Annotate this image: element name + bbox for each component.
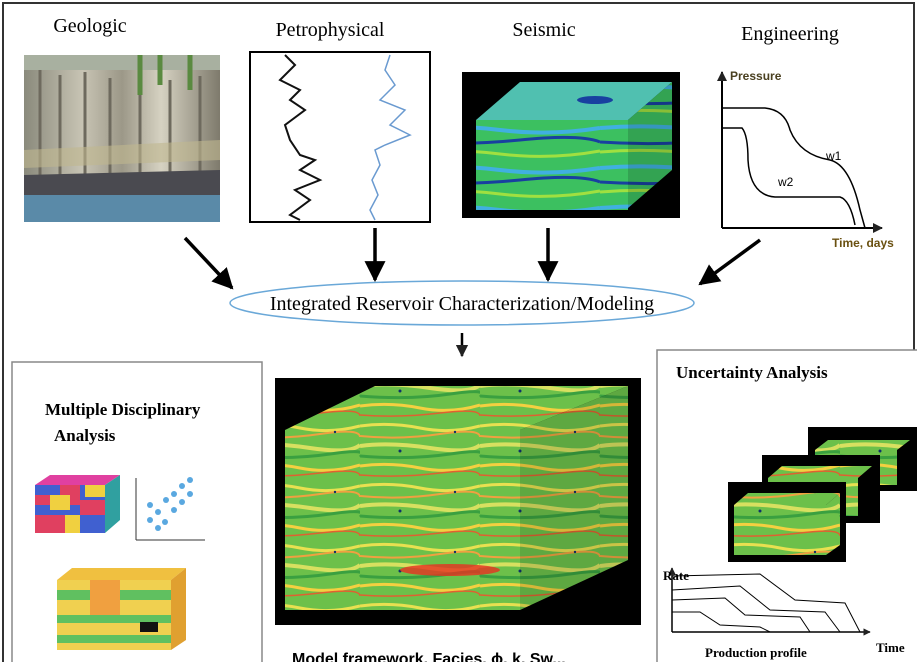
axis-label: Time <box>876 640 905 655</box>
production-plot <box>668 567 871 636</box>
model-cube <box>275 378 641 625</box>
hub-ellipse <box>229 280 695 326</box>
panel-title: Multiple Disciplinary <box>45 400 201 419</box>
source-label: Petrophysical <box>276 19 385 41</box>
axis-label: Time, days <box>832 236 894 250</box>
curve-label: w1 <box>825 149 842 163</box>
seismic-cube <box>462 72 680 218</box>
plot-caption: Production profile <box>705 645 807 660</box>
engineering-plot <box>717 71 883 233</box>
panel-title: Analysis <box>54 426 116 445</box>
source-label: Engineering <box>741 23 839 45</box>
model-caption: Model framework, Facies, ϕ, k, Sw... <box>292 651 566 662</box>
scatter-plot <box>135 477 205 541</box>
panel-title: Uncertainty Analysis <box>676 363 828 382</box>
petrophysical-log <box>249 51 431 223</box>
axis-label: Rate <box>663 568 689 583</box>
arrows <box>183 228 762 358</box>
geologic-photo <box>24 55 220 222</box>
realizations <box>728 427 917 562</box>
source-label: Seismic <box>512 19 575 41</box>
curve-label: w2 <box>777 175 794 189</box>
source-label: Geologic <box>53 15 126 37</box>
property-cube <box>57 568 186 650</box>
axis-label: Pressure <box>730 69 782 83</box>
hub-label: Integrated Reservoir Characterization/Mo… <box>270 293 654 315</box>
facies-cube <box>35 475 120 533</box>
